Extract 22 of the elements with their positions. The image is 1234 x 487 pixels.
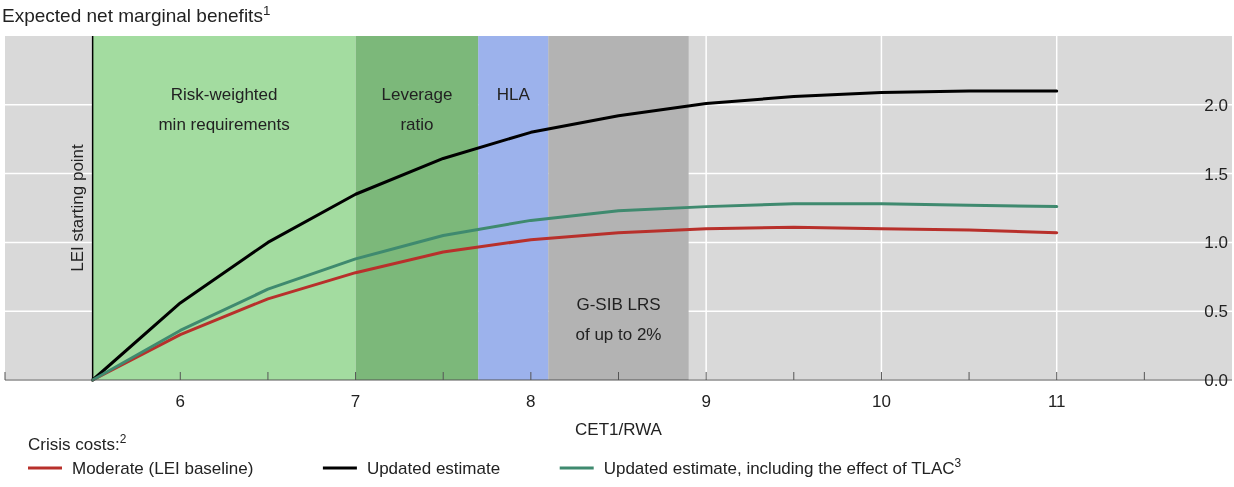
legend-title: Crisis costs:$^{2}$: [28, 432, 127, 454]
x-axis-title: CET1/RWA: [575, 420, 663, 439]
legend-label: Moderate (LEI baseline): [72, 459, 254, 478]
band-label: G-SIB LRS of up to 2%: [575, 295, 662, 344]
x-tick-label: 7: [350, 392, 361, 411]
y-tick-label: 2.0: [1204, 95, 1228, 115]
band-label: Risk-weighted min requirements: [158, 85, 290, 134]
y-tick-label: 0.5: [1204, 302, 1228, 322]
legend-label: Updated estimate, including the effect of TLAC$^{3}$: [603, 456, 962, 478]
y-tick-label: 1.0: [1204, 233, 1228, 253]
x-tick-label: 10: [871, 392, 891, 411]
legend-label: Updated estimate: [366, 459, 501, 478]
x-tick-label: 8: [526, 392, 536, 411]
band-label: HLA: [496, 85, 531, 104]
chart-title: Expected net marginal benefits$^{1}$: [2, 2, 271, 26]
x-tick-label: 9: [701, 392, 711, 411]
x-tick-label: 11: [1047, 392, 1066, 411]
ref-line-label: LEI starting point: [67, 143, 87, 272]
y-tick-label: 1.5: [1204, 164, 1228, 184]
y-tick-label: 0.0: [1204, 370, 1228, 390]
x-tick-label: 6: [175, 392, 186, 411]
band-label: Leverage ratio: [381, 85, 453, 134]
